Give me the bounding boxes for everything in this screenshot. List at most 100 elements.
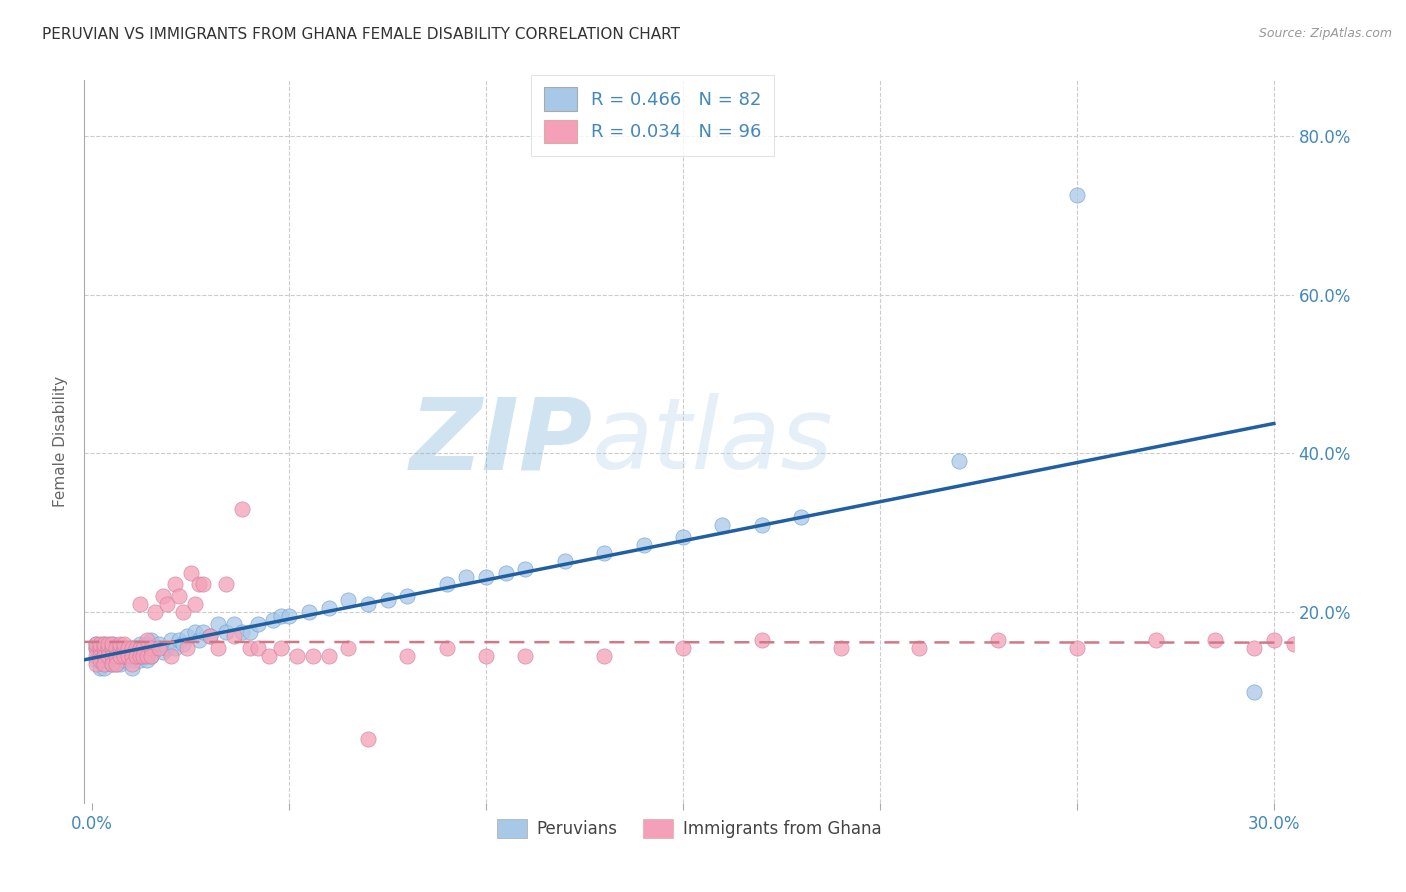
- Point: [357, 597, 380, 611]
- Point: [672, 530, 695, 544]
- Point: [593, 648, 616, 663]
- Point: [1282, 637, 1305, 651]
- Point: [1066, 188, 1088, 202]
- Point: [121, 648, 143, 663]
- Point: [191, 577, 214, 591]
- Point: [141, 640, 163, 655]
- Text: PERUVIAN VS IMMIGRANTS FROM GHANA FEMALE DISABILITY CORRELATION CHART: PERUVIAN VS IMMIGRANTS FROM GHANA FEMALE…: [42, 27, 681, 42]
- Point: [436, 577, 458, 591]
- Point: [1381, 633, 1403, 648]
- Point: [278, 609, 301, 624]
- Point: [93, 657, 115, 671]
- Point: [128, 648, 150, 663]
- Point: [200, 629, 222, 643]
- Point: [101, 657, 124, 671]
- Point: [84, 640, 107, 655]
- Point: [191, 625, 214, 640]
- Point: [633, 538, 655, 552]
- Point: [231, 502, 253, 516]
- Point: [89, 637, 111, 651]
- Point: [180, 566, 202, 580]
- Point: [84, 640, 107, 655]
- Point: [89, 653, 111, 667]
- Point: [89, 661, 111, 675]
- Point: [104, 640, 127, 655]
- Point: [97, 640, 120, 655]
- Point: [108, 648, 131, 663]
- Point: [141, 648, 163, 663]
- Point: [357, 732, 380, 747]
- Point: [124, 648, 146, 663]
- Point: [132, 640, 155, 655]
- Point: [104, 657, 127, 671]
- Point: [97, 640, 120, 655]
- Point: [152, 590, 174, 604]
- Point: [89, 640, 111, 655]
- Point: [117, 645, 139, 659]
- Point: [163, 577, 186, 591]
- Point: [112, 640, 135, 655]
- Point: [1204, 633, 1226, 648]
- Point: [112, 640, 135, 655]
- Point: [132, 648, 155, 663]
- Point: [1322, 640, 1344, 655]
- Point: [93, 657, 115, 671]
- Point: [132, 648, 155, 663]
- Point: [152, 645, 174, 659]
- Legend: Peruvians, Immigrants from Ghana: Peruvians, Immigrants from Ghana: [489, 813, 889, 845]
- Point: [108, 648, 131, 663]
- Point: [207, 617, 229, 632]
- Point: [84, 637, 107, 651]
- Point: [167, 590, 190, 604]
- Point: [183, 597, 205, 611]
- Point: [121, 657, 143, 671]
- Point: [124, 640, 146, 655]
- Point: [128, 640, 150, 655]
- Point: [593, 546, 616, 560]
- Point: [89, 653, 111, 667]
- Point: [200, 629, 222, 643]
- Point: [215, 625, 238, 640]
- Point: [108, 640, 131, 655]
- Point: [124, 645, 146, 659]
- Point: [93, 661, 115, 675]
- Point: [318, 648, 340, 663]
- Point: [108, 645, 131, 659]
- Point: [132, 640, 155, 655]
- Point: [222, 629, 245, 643]
- Point: [1302, 633, 1324, 648]
- Point: [215, 577, 238, 591]
- Point: [160, 633, 183, 648]
- Point: [475, 648, 498, 663]
- Point: [117, 648, 139, 663]
- Point: [117, 648, 139, 663]
- Point: [112, 648, 135, 663]
- Point: [270, 609, 292, 624]
- Point: [101, 637, 124, 651]
- Point: [163, 640, 186, 655]
- Point: [128, 637, 150, 651]
- Point: [908, 640, 931, 655]
- Point: [136, 653, 159, 667]
- Point: [121, 653, 143, 667]
- Point: [104, 657, 127, 671]
- Point: [172, 605, 194, 619]
- Point: [89, 648, 111, 663]
- Point: [987, 633, 1010, 648]
- Point: [1144, 633, 1167, 648]
- Point: [396, 648, 419, 663]
- Point: [141, 633, 163, 648]
- Point: [97, 653, 120, 667]
- Point: [101, 640, 124, 655]
- Point: [101, 648, 124, 663]
- Point: [207, 640, 229, 655]
- Y-axis label: Female Disability: Female Disability: [53, 376, 69, 508]
- Point: [672, 640, 695, 655]
- Point: [270, 640, 292, 655]
- Point: [318, 601, 340, 615]
- Point: [231, 625, 253, 640]
- Point: [222, 617, 245, 632]
- Point: [128, 653, 150, 667]
- Point: [108, 637, 131, 651]
- Point: [143, 640, 166, 655]
